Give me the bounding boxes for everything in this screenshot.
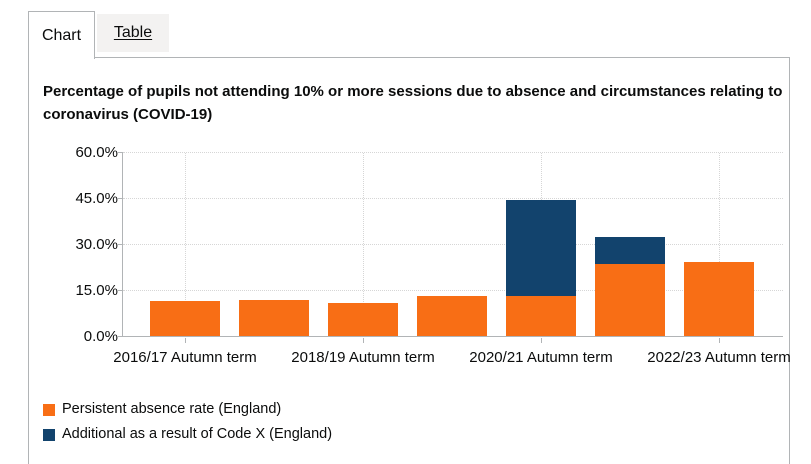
h-gridline	[123, 244, 783, 245]
bar-segment-additional	[595, 237, 665, 265]
bar-segment-persistent	[595, 264, 665, 336]
bar-segment-persistent	[684, 262, 754, 336]
y-tick-mark	[118, 290, 123, 291]
bar-segment-persistent	[417, 296, 487, 336]
x-tick-mark	[185, 338, 186, 343]
legend-item: Persistent absence rate (England)	[43, 401, 332, 418]
bar-segment-persistent	[150, 301, 220, 336]
bar-segment-persistent	[239, 300, 309, 336]
legend-item: Additional as a result of Code X (Englan…	[43, 426, 332, 443]
y-tick-label: 15.0%	[75, 282, 118, 299]
x-tick-label: 2020/21 Autumn term	[469, 349, 613, 366]
tab-chart[interactable]: Chart	[28, 11, 95, 59]
y-tick-label: 45.0%	[75, 190, 118, 207]
y-tick-mark	[118, 198, 123, 199]
h-gridline	[123, 152, 783, 153]
plot-area	[122, 152, 783, 337]
chart-title: Percentage of pupils not attending 10% o…	[43, 83, 783, 123]
legend-label: Persistent absence rate (England)	[62, 401, 282, 417]
y-tick-mark	[118, 244, 123, 245]
x-tick-mark	[719, 338, 720, 343]
tab-table-label[interactable]: Table	[113, 24, 153, 41]
bar-segment-additional	[506, 199, 576, 297]
x-tick-label: 2016/17 Autumn term	[113, 349, 257, 366]
h-gridline	[123, 198, 783, 199]
y-tick-label: 0.0%	[83, 328, 118, 345]
x-tick-label: 2022/23 Autumn term	[647, 349, 791, 366]
y-tick-label: 30.0%	[75, 236, 118, 253]
y-tick-mark	[118, 152, 123, 153]
x-tick-label: 2018/19 Autumn term	[291, 349, 435, 366]
legend-label: Additional as a result of Code X (Englan…	[62, 426, 333, 442]
v-gridline	[363, 153, 364, 336]
v-gridline	[185, 153, 186, 336]
x-tick-mark	[541, 338, 542, 343]
tab-chart-label: Chart	[41, 26, 82, 44]
x-tick-mark	[363, 338, 364, 343]
tab-table[interactable]: Table	[97, 14, 169, 52]
legend-swatch-icon	[43, 403, 55, 416]
bar-segment-persistent	[328, 302, 398, 336]
h-gridline	[123, 290, 783, 291]
v-gridline	[719, 153, 720, 336]
y-tick-label: 60.0%	[75, 144, 118, 161]
chart-legend: Persistent absence rate (England) Additio…	[43, 401, 332, 451]
bar-segment-persistent	[506, 296, 576, 336]
y-tick-mark	[118, 336, 123, 337]
legend-swatch-icon	[43, 428, 55, 441]
